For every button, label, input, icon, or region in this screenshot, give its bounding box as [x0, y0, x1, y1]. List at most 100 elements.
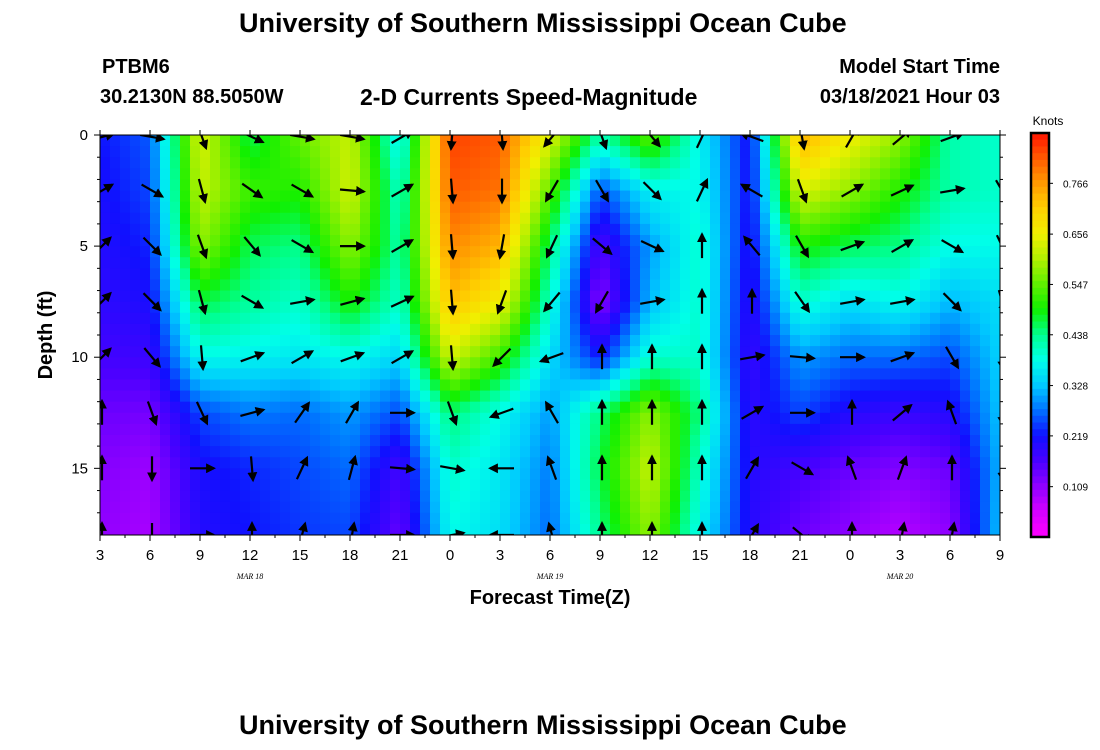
heatmap-cell [850, 357, 861, 369]
heatmap-cell [150, 512, 161, 525]
heatmap-cell [460, 146, 471, 158]
heatmap-cell [680, 223, 691, 236]
x-tick-label: 3 [896, 547, 904, 564]
heatmap-cell [350, 268, 361, 281]
heatmap-cell [320, 268, 331, 281]
heatmap-cell [220, 212, 231, 225]
colorbar-tick-label: 0.328 [1063, 382, 1088, 393]
heatmap-cell [340, 501, 351, 514]
heatmap-cell [580, 246, 591, 258]
heatmap-cell [290, 223, 301, 236]
heatmap-cell [890, 168, 901, 181]
heatmap-cell [270, 279, 281, 292]
heatmap-cell [990, 301, 1000, 314]
heatmap-cell [960, 379, 971, 392]
heatmap-cell [260, 301, 271, 314]
heatmap-cell [210, 435, 221, 447]
heatmap-cell [270, 146, 281, 158]
heatmap-cell [880, 323, 891, 336]
heatmap-cell [670, 268, 681, 281]
heatmap-cell [500, 290, 511, 303]
heatmap-cell [490, 157, 501, 169]
heatmap-cell [860, 268, 871, 281]
model-start-label: Model Start Time [839, 56, 1000, 78]
heatmap-cell [970, 335, 981, 347]
heatmap-cell [760, 390, 771, 403]
heatmap-cell [380, 346, 391, 358]
heatmap-cell [370, 335, 381, 347]
heatmap-cell [290, 390, 301, 403]
heatmap-cell [970, 168, 981, 181]
heatmap-cell [580, 235, 591, 247]
heatmap-cell [950, 290, 961, 303]
heatmap-cell [160, 246, 171, 258]
heatmap-cell [260, 190, 271, 203]
heatmap-cell [440, 412, 451, 425]
current-vector-arrow [543, 135, 556, 148]
heatmap-cell [380, 212, 391, 225]
heatmap-cell [670, 246, 681, 258]
heatmap-cell [390, 390, 401, 403]
heatmap-cell [800, 323, 811, 336]
heatmap-cell [930, 468, 941, 481]
heatmap-cell [710, 323, 721, 336]
heatmap-cell [830, 379, 841, 392]
heatmap-cell [680, 423, 691, 436]
current-vector-arrow [143, 347, 161, 368]
heatmap-cell [120, 246, 131, 258]
heatmap-cell [670, 257, 681, 269]
heatmap-cell [810, 490, 821, 503]
heatmap-cell [580, 223, 591, 236]
heatmap-cell [610, 468, 621, 481]
heatmap-cell [380, 423, 391, 436]
heatmap-cell [820, 401, 831, 414]
heatmap-cell [510, 401, 521, 414]
heatmap-cell [940, 201, 951, 214]
heatmap-cell [200, 168, 211, 181]
heatmap-cell [220, 168, 231, 181]
current-vector-arrow [598, 135, 609, 151]
heatmap-cell [820, 179, 831, 192]
heatmap-cell [230, 335, 241, 347]
heatmap-cell [960, 490, 971, 503]
heatmap-cell [300, 146, 311, 158]
heatmap-cell [590, 412, 601, 425]
heatmap-cell [170, 446, 181, 458]
heatmap-cell [590, 190, 601, 203]
heatmap-cell [650, 257, 661, 269]
heatmap-cell [730, 135, 741, 147]
heatmap-cell [750, 323, 761, 336]
heatmap-cell [740, 135, 751, 147]
heatmap-cell [520, 446, 531, 458]
heatmap-cell [480, 435, 491, 447]
heatmap-cell [750, 379, 761, 392]
heatmap-cell [680, 179, 691, 192]
heatmap-cell [650, 212, 661, 225]
heatmap-cell [840, 468, 851, 481]
heatmap-cell [610, 201, 621, 214]
current-vector-arrow [840, 240, 866, 252]
heatmap-cell [110, 312, 121, 325]
heatmap-cell [450, 512, 461, 525]
heatmap-cell [980, 490, 991, 503]
heatmap-cell [290, 279, 301, 292]
heatmap-cell [990, 279, 1000, 292]
heatmap-cell [530, 379, 541, 392]
heatmap-cell [970, 468, 981, 481]
heatmap-cell [710, 523, 721, 535]
heatmap-cell [910, 490, 921, 503]
heatmap-cell [890, 401, 901, 414]
heatmap-cell [280, 179, 291, 192]
heatmap-cell [890, 257, 901, 269]
heatmap-cell [730, 501, 741, 514]
heatmap-cell [880, 212, 891, 225]
heatmap-cell [190, 268, 201, 281]
colorbar-segment [1031, 133, 1049, 141]
heatmap-cell [710, 512, 721, 525]
heatmap-cell [640, 468, 651, 481]
heatmap-cell [380, 479, 391, 492]
heatmap-cell [680, 190, 691, 203]
heatmap-cell [380, 523, 391, 535]
x-axis-label: Forecast Time(Z) [470, 587, 631, 609]
heatmap-cell [530, 412, 541, 425]
